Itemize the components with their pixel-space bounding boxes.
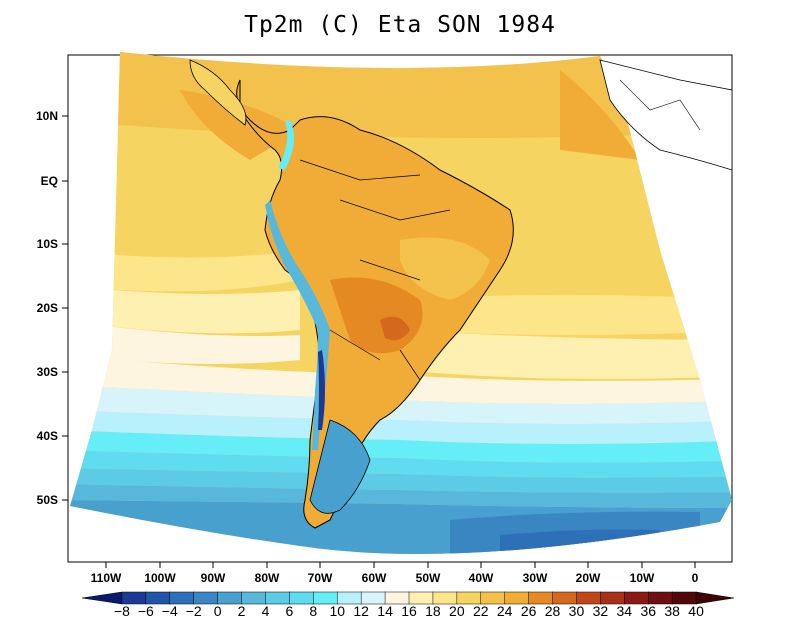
colorbar-label: 32: [593, 603, 609, 618]
colorbar-label: 24: [497, 603, 513, 618]
colorbar-label: 40: [688, 603, 704, 618]
y-tick: 40S: [37, 429, 68, 443]
colorbar-label: 38: [664, 603, 680, 618]
x-tick: 50W: [416, 562, 441, 585]
y-tick-label: 30S: [37, 365, 58, 379]
x-tick-label: 40W: [469, 571, 494, 585]
x-axis: 110W 100W 90W 80W 70W 60W 50W 40W 30W 20…: [91, 562, 699, 585]
x-tick-label: 90W: [201, 571, 226, 585]
colorbar-label: −2: [186, 603, 202, 618]
x-tick: 100W: [144, 562, 176, 585]
x-tick-label: 20W: [576, 571, 601, 585]
y-tick-label: 10N: [36, 109, 58, 123]
colorbar-label: 30: [569, 603, 585, 618]
colorbar-label: 36: [640, 603, 656, 618]
y-tick: 10N: [36, 109, 68, 123]
x-tick-label: 10W: [630, 571, 655, 585]
colorbar-label: −4: [162, 603, 178, 618]
x-tick-label: 100W: [144, 571, 176, 585]
x-tick: 90W: [201, 562, 226, 585]
x-tick-label: 30W: [523, 571, 548, 585]
colorbar-label: 4: [262, 603, 270, 618]
colorbar-label: 16: [401, 603, 417, 618]
x-tick-label: 0: [692, 571, 699, 585]
y-tick: 30S: [37, 365, 68, 379]
x-tick: 30W: [523, 562, 548, 585]
x-tick: 20W: [576, 562, 601, 585]
y-tick-label: 20S: [37, 301, 58, 315]
colorbar-swatch: [695, 591, 735, 605]
x-tick-label: 110W: [91, 571, 122, 585]
colorbar-label: 18: [425, 603, 441, 618]
x-tick: 60W: [362, 562, 387, 585]
colorbar-label: 14: [377, 603, 393, 618]
x-tick-label: 70W: [308, 571, 333, 585]
x-tick: 40W: [469, 562, 494, 585]
colorbar-label: 20: [449, 603, 465, 618]
colorbar-label: 8: [309, 603, 317, 618]
y-tick-label: EQ: [41, 174, 58, 188]
x-tick-label: 50W: [416, 571, 441, 585]
x-tick: 110W: [91, 562, 122, 585]
colorbar-label: −6: [138, 603, 154, 618]
colorbar-label: 26: [521, 603, 537, 618]
y-axis: 10N EQ 10S 20S 30S 40S 50S: [36, 109, 68, 507]
colorbar-label: −8: [114, 603, 130, 618]
x-tick: 10W: [630, 562, 655, 585]
y-tick: 20S: [37, 301, 68, 315]
x-tick-label: 80W: [255, 571, 280, 585]
y-tick: EQ: [41, 174, 68, 188]
colorbar-label: 28: [545, 603, 561, 618]
map-title: Tp2m (C) Eta SON 1984: [244, 12, 556, 38]
x-tick: 70W: [308, 562, 333, 585]
colorbar: −8 −6 −4 −2 0 2 4 6 8 10 12 14 16 18 20 22 24 26 28 30 32 34 3…: [81, 591, 735, 618]
x-tick: 0: [692, 562, 699, 585]
colorbar-label: 34: [617, 603, 633, 618]
y-tick-label: 50S: [37, 493, 58, 507]
x-tick: 80W: [255, 562, 280, 585]
y-tick-label: 40S: [37, 429, 58, 443]
africa-outline: [599, 59, 733, 171]
colorbar-label: 0: [214, 603, 222, 618]
y-tick: 50S: [37, 493, 68, 507]
x-tick-label: 60W: [362, 571, 387, 585]
colorbar-label: 2: [238, 603, 246, 618]
colorbar-label: 22: [473, 603, 489, 618]
south-america-land: [189, 59, 514, 529]
colorbar-label: 6: [285, 603, 293, 618]
y-tick-label: 10S: [37, 237, 58, 251]
y-tick: 10S: [37, 237, 68, 251]
colorbar-label: 10: [329, 603, 345, 618]
colorbar-label: 12: [353, 603, 369, 618]
